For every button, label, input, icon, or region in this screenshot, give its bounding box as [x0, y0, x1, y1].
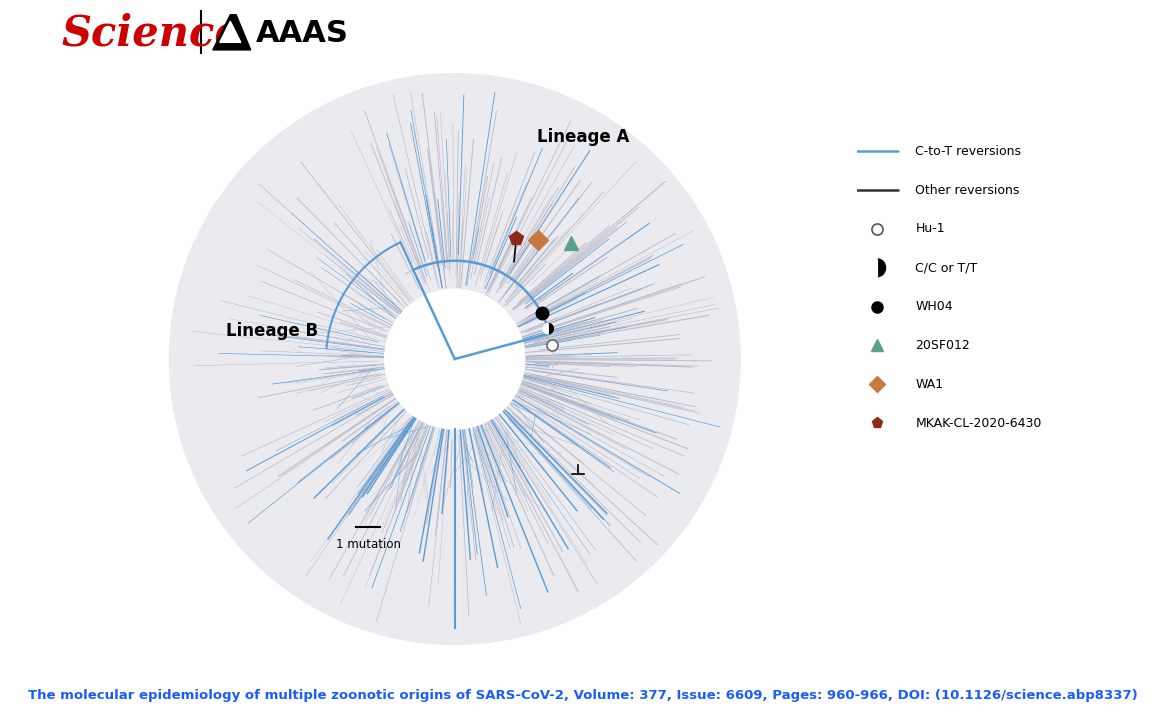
- Text: Hu-1: Hu-1: [915, 223, 944, 236]
- Text: Other reversions: Other reversions: [915, 184, 1020, 197]
- Polygon shape: [219, 22, 240, 42]
- Text: WA1: WA1: [915, 378, 943, 391]
- Polygon shape: [212, 14, 251, 50]
- Wedge shape: [548, 324, 554, 334]
- Text: C-to-T reversions: C-to-T reversions: [915, 145, 1021, 158]
- Text: Lineage B: Lineage B: [226, 322, 318, 340]
- Text: C/C or T/T: C/C or T/T: [915, 261, 977, 274]
- Text: AAAS: AAAS: [255, 19, 349, 48]
- Wedge shape: [543, 324, 548, 334]
- Text: 20SF012: 20SF012: [915, 339, 970, 352]
- Text: Lineage A: Lineage A: [538, 128, 630, 146]
- Circle shape: [385, 289, 525, 429]
- Text: The molecular epidemiology of multiple zoonotic origins of SARS-CoV-2, Volume: 3: The molecular epidemiology of multiple z…: [28, 689, 1138, 702]
- Text: WH04: WH04: [915, 300, 953, 313]
- Text: 1 mutation: 1 mutation: [336, 538, 401, 551]
- Wedge shape: [877, 259, 886, 276]
- Wedge shape: [870, 259, 877, 276]
- Text: MKAK-CL-2020-6430: MKAK-CL-2020-6430: [915, 416, 1041, 429]
- Text: Science: Science: [62, 12, 241, 55]
- Circle shape: [169, 73, 740, 645]
